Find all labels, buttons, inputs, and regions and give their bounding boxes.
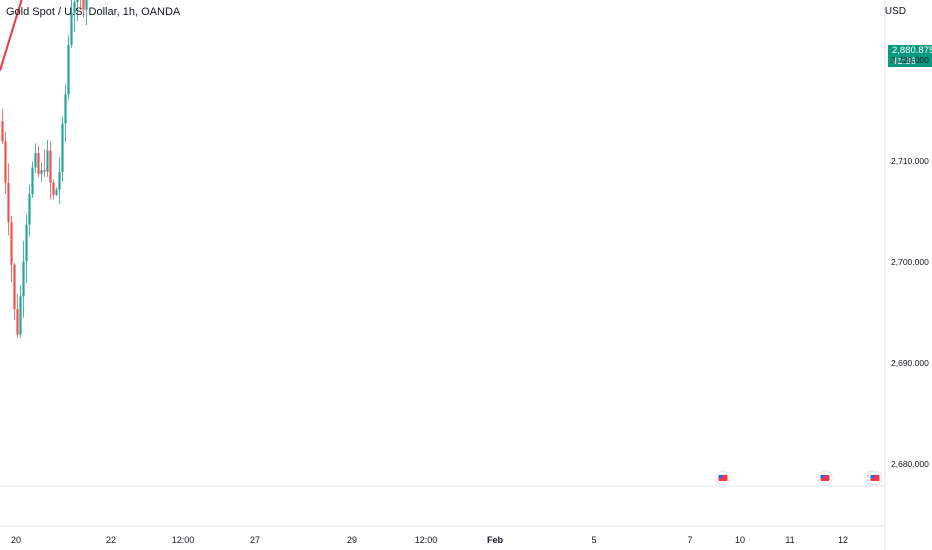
x-tick-label: 11 bbox=[785, 535, 795, 545]
candle-body bbox=[34, 153, 37, 168]
last-price-value: 2,880.875 bbox=[892, 45, 932, 56]
candle-body bbox=[31, 167, 34, 195]
candle-body bbox=[10, 222, 13, 265]
candle-body bbox=[25, 224, 28, 262]
x-tick-label: 27 bbox=[249, 535, 261, 545]
candle-body bbox=[58, 172, 61, 190]
candle-body bbox=[67, 44, 70, 95]
candle-body bbox=[4, 141, 7, 183]
x-tick-label: 29 bbox=[346, 535, 358, 545]
candle-body bbox=[1, 121, 4, 142]
us-flag-icon bbox=[718, 475, 723, 478]
candle-body bbox=[40, 170, 43, 174]
candle-body bbox=[73, 2, 76, 14]
candle-body bbox=[28, 194, 31, 225]
candle-body bbox=[13, 264, 16, 310]
x-tick-label: 12:00 bbox=[414, 535, 438, 545]
candle-body bbox=[46, 150, 49, 172]
x-tick-label: 12 bbox=[837, 535, 849, 545]
x-tick-label: 7 bbox=[687, 535, 693, 545]
candle-body bbox=[7, 182, 10, 223]
y-tick-label: 2,720.000 bbox=[891, 54, 929, 65]
candle-body bbox=[82, 0, 85, 10]
candle-body bbox=[43, 170, 46, 172]
candle-body bbox=[37, 153, 40, 174]
candle-body bbox=[85, 0, 88, 10]
us-flag-icon bbox=[820, 475, 825, 478]
candle-body bbox=[76, 0, 79, 3]
x-tick-label: 10 bbox=[734, 535, 746, 545]
x-tick-label: 5 bbox=[591, 535, 597, 545]
y-tick-label: 2,700.000 bbox=[891, 256, 929, 267]
bar-countdown: 41:36 bbox=[892, 56, 916, 67]
last-price-badge: 2,880.875 41:36 bbox=[888, 45, 932, 67]
y-tick-label: 2,710.000 bbox=[891, 155, 929, 166]
y-tick-label: 2,690.000 bbox=[891, 357, 929, 368]
x-tick-label: 22 bbox=[105, 535, 117, 545]
candle-body bbox=[52, 182, 55, 195]
y-tick-label: 2,680.000 bbox=[891, 458, 929, 469]
symbol-title[interactable]: Gold Spot / U.S. Dollar, 1h, OANDA bbox=[6, 6, 181, 18]
x-tick-label: Feb bbox=[486, 535, 504, 545]
candle-body bbox=[61, 123, 64, 173]
us-flag-icon bbox=[870, 475, 875, 478]
candle-body bbox=[70, 13, 73, 45]
candle-body bbox=[16, 309, 19, 335]
candle-body bbox=[49, 150, 52, 183]
candle-body bbox=[22, 261, 25, 297]
candle-body bbox=[64, 94, 67, 124]
x-tick-label: 12:00 bbox=[171, 535, 195, 545]
candle-body bbox=[55, 189, 58, 195]
candle-body bbox=[19, 296, 22, 335]
x-tick-label: 20 bbox=[10, 535, 22, 545]
currency-label[interactable]: USD bbox=[884, 6, 906, 17]
